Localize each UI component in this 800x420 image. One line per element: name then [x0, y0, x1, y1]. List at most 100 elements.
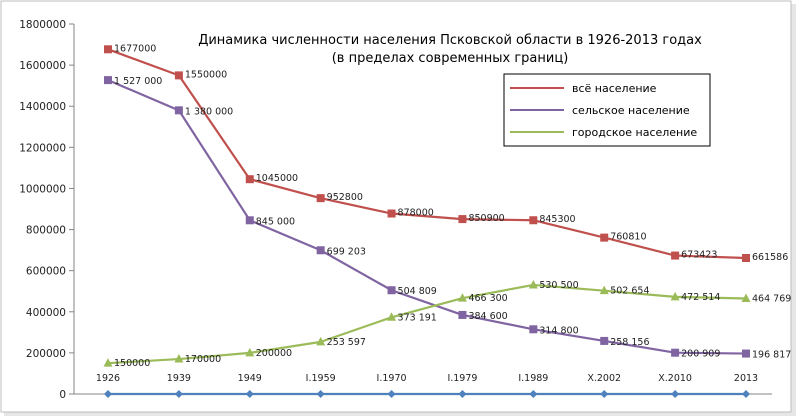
data-point: [671, 348, 680, 357]
data-point: [528, 279, 538, 289]
data-label: 845300: [539, 214, 575, 225]
x-tick-label: 1939: [167, 373, 191, 384]
legend-label: сельское население: [572, 104, 690, 117]
legend-label: всё население: [572, 82, 657, 95]
data-point: [458, 390, 467, 398]
data-label: 850900: [468, 213, 504, 224]
data-point: [316, 194, 325, 203]
series-line-городское-население: [107, 283, 747, 365]
data-point: [742, 349, 750, 358]
x-tick-label: I.1989: [518, 373, 548, 384]
data-label: 466 300: [468, 293, 507, 304]
data-point: [103, 358, 113, 367]
data-label: 530 500: [539, 280, 578, 291]
data-label: 760810: [610, 232, 646, 243]
series-line-всё-население: [107, 48, 747, 260]
series-line-сельское-население: [107, 79, 747, 355]
x-tick-label: 1949: [238, 373, 262, 384]
data-point: [387, 209, 396, 218]
data-point: [104, 45, 112, 54]
y-tick-label: 1600000: [19, 60, 66, 72]
data-label: 472 514: [681, 292, 720, 303]
data-point: [457, 293, 467, 302]
data-point: [600, 390, 609, 398]
data-point: [529, 390, 538, 398]
data-label: 845 000: [256, 216, 295, 227]
data-label: 253 597: [327, 337, 366, 348]
y-tick-label: 1200000: [19, 142, 66, 154]
data-label: 673423: [681, 250, 717, 261]
data-point: [104, 390, 112, 398]
data-point: [741, 293, 751, 302]
data-label: 384 600: [468, 311, 507, 322]
data-point: [174, 71, 183, 80]
data-point: [458, 215, 467, 224]
data-point: [316, 336, 326, 346]
data-point: [245, 216, 254, 225]
x-tick-label: I.1959: [306, 373, 336, 384]
data-point: [742, 254, 750, 263]
x-tick-label: I.1970: [377, 373, 407, 384]
data-label: 150000: [114, 358, 150, 369]
data-label: 373 191: [398, 312, 437, 323]
data-point: [104, 76, 112, 85]
y-tick-label: 1000000: [19, 183, 66, 195]
x-tick-label: X.2002: [587, 373, 621, 384]
data-point: [174, 390, 183, 398]
y-tick-label: 1400000: [19, 101, 66, 113]
data-label: 196 817: [752, 350, 791, 361]
data-point: [387, 390, 396, 398]
y-tick-label: 200000: [26, 348, 66, 360]
data-point: [245, 390, 254, 398]
data-label: 952800: [327, 192, 363, 203]
data-point: [316, 390, 325, 398]
y-tick-label: 0: [59, 389, 66, 401]
data-point: [458, 310, 467, 319]
data-point: [671, 251, 680, 260]
data-label: 878000: [398, 208, 434, 219]
frame-border: [0, 0, 792, 413]
data-point: [387, 312, 397, 321]
data-label: 170000: [185, 354, 221, 365]
data-label: 1 380 000: [185, 106, 233, 117]
data-label: 200000: [256, 348, 292, 359]
data-label: 1677000: [114, 43, 156, 54]
x-tick-label: 2013: [734, 373, 758, 384]
legend-label: городское население: [572, 126, 697, 139]
data-label: 314 800: [539, 325, 578, 336]
data-label: 504 809: [398, 286, 437, 297]
data-point: [599, 285, 609, 295]
y-tick-label: 1800000: [19, 19, 66, 31]
y-tick-label: 400000: [26, 307, 66, 319]
x-tick-label: I.1979: [447, 373, 477, 384]
data-point: [245, 175, 254, 184]
chart-subtitle: (в пределах современных границ): [332, 51, 569, 66]
data-point: [600, 336, 609, 345]
data-point: [670, 291, 680, 301]
data-point: [742, 390, 750, 398]
data-point: [529, 216, 538, 225]
y-tick-label: 600000: [26, 266, 66, 278]
data-label: 200 909: [681, 349, 720, 360]
data-point: [671, 390, 680, 398]
data-label: 699 203: [327, 246, 366, 257]
data-point: [316, 246, 325, 255]
chart-title: Динамика численности населения Псковской…: [198, 33, 702, 48]
data-point: [245, 347, 255, 357]
data-point: [600, 233, 609, 242]
data-point: [174, 106, 183, 115]
data-label: 502 654: [610, 286, 649, 297]
data-label: 1550000: [185, 69, 227, 80]
data-label: 464 769: [752, 293, 791, 304]
data-label: 1045000: [256, 173, 298, 184]
x-tick-label: 1926: [96, 373, 120, 384]
data-label: 1 527 000: [114, 76, 162, 87]
data-point: [174, 354, 184, 363]
data-label: 661586: [752, 252, 788, 263]
data-label: 258 156: [610, 337, 649, 348]
y-tick-label: 800000: [26, 225, 66, 237]
x-tick-label: X.2010: [658, 373, 692, 384]
data-point: [387, 286, 396, 295]
